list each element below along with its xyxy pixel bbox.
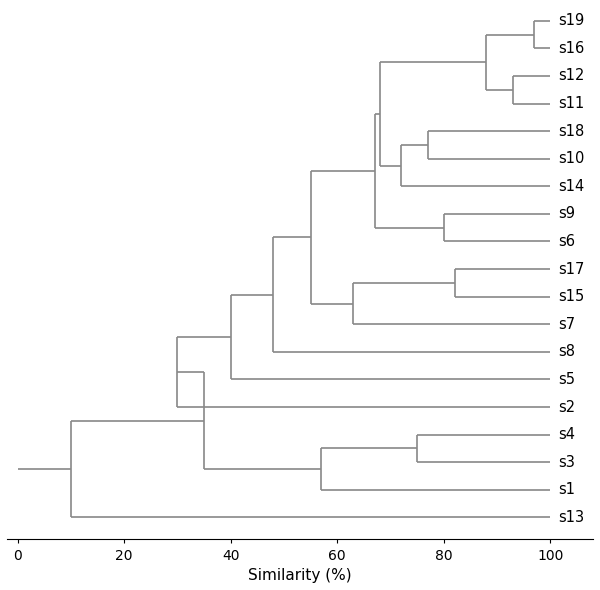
Text: s14: s14 (559, 179, 584, 194)
Text: s17: s17 (559, 261, 585, 277)
Text: s10: s10 (559, 151, 585, 166)
Text: s1: s1 (559, 482, 575, 497)
Text: s6: s6 (559, 234, 575, 249)
Text: s7: s7 (559, 317, 575, 332)
Text: s9: s9 (559, 206, 575, 221)
Text: s13: s13 (559, 510, 584, 525)
Text: s3: s3 (559, 455, 575, 470)
Text: s2: s2 (559, 399, 575, 415)
Text: s11: s11 (559, 96, 584, 111)
Text: s12: s12 (559, 68, 585, 83)
Text: s5: s5 (559, 372, 575, 387)
Text: s8: s8 (559, 345, 575, 359)
Text: s4: s4 (559, 427, 575, 442)
Text: s16: s16 (559, 41, 584, 56)
Text: s18: s18 (559, 124, 584, 139)
Text: s19: s19 (559, 13, 584, 28)
Text: s15: s15 (559, 289, 584, 304)
X-axis label: Similarity (%): Similarity (%) (248, 568, 352, 583)
